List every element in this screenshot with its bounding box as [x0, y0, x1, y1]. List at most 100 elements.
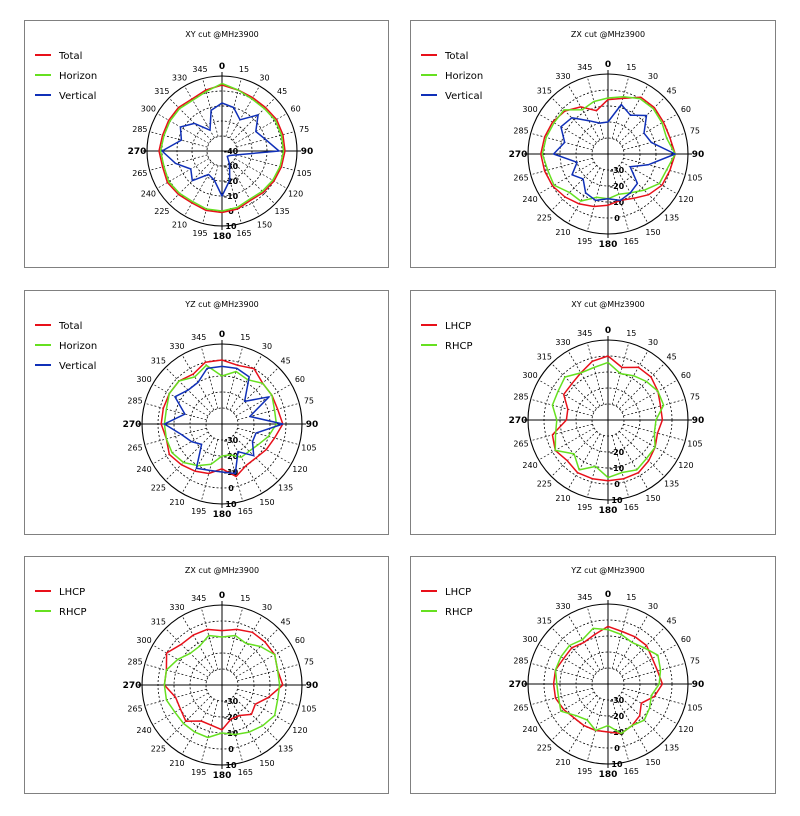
legend-label: LHCP: [445, 587, 471, 598]
angle-label: 15: [240, 594, 250, 603]
angle-label: 90: [306, 681, 319, 691]
grid-spoke: [623, 132, 686, 151]
grid-spoke: [615, 350, 649, 407]
grid-spoke: [156, 158, 210, 189]
angle-label: 195: [577, 503, 592, 512]
grid-spoke: [538, 691, 595, 725]
angle-label: 240: [522, 461, 537, 470]
grid-spoke: [165, 628, 211, 674]
chart-title: XY cut @MHz3900: [571, 300, 645, 309]
grid-spoke: [200, 346, 219, 409]
grid-spoke: [149, 131, 208, 148]
grid-spoke: [538, 161, 595, 195]
grid-spoke: [200, 700, 219, 763]
grid-spoke: [530, 662, 593, 681]
polar-chart-6: YZ cut @MHz3900 0 15 30 45 60 75 90 105 120 135 150…: [421, 566, 704, 780]
angle-label: 30: [648, 338, 658, 347]
legend-label: Horizon: [59, 71, 97, 82]
grid-spoke: [619, 431, 665, 477]
angle-label: 45: [667, 616, 677, 625]
grid-spoke: [530, 157, 593, 176]
radial-label: -40: [224, 147, 239, 156]
grid-spoke: [538, 113, 595, 147]
angle-label: 240: [136, 726, 151, 735]
angle-label: 300: [522, 105, 537, 114]
grid-spoke: [619, 97, 665, 143]
angle-label: 345: [577, 63, 592, 72]
legend-label: RHCP: [445, 341, 472, 352]
angle-label: 210: [555, 228, 570, 237]
grid-spoke: [233, 367, 279, 413]
angle-label: 75: [690, 657, 700, 666]
radial-label: -10: [224, 192, 239, 201]
angle-label: 270: [123, 681, 142, 691]
angle-label: 315: [151, 356, 166, 365]
angle-label: 15: [626, 593, 636, 602]
angle-label: 165: [624, 503, 639, 512]
polar-chart-panel-4: XY cut @MHz3900 0 15 30 45 60 75 90 105 120 135 150…: [410, 290, 776, 535]
grid-spoke: [615, 84, 649, 141]
angle-label: 60: [291, 105, 301, 114]
grid-spoke: [615, 167, 649, 224]
polar-chart-panel-3: YZ cut @MHz3900 0 15 30 45 60 75 90 105 120 135 150…: [24, 290, 389, 535]
angle-label: 150: [645, 758, 660, 767]
radial-label: 10: [225, 500, 237, 509]
angle-label: 90: [692, 150, 705, 160]
angle-label: 210: [169, 498, 184, 507]
grid-spoke: [538, 427, 595, 461]
angle-label: 75: [690, 393, 700, 402]
chart-title: XY cut @MHz3900: [185, 30, 259, 39]
angle-label: 165: [624, 237, 639, 246]
chart-title: ZX cut @MHz3900: [571, 30, 645, 39]
grid-spoke: [586, 76, 605, 139]
grid-spoke: [144, 427, 207, 446]
grid-spoke: [184, 163, 215, 217]
angle-label: 300: [522, 371, 537, 380]
angle-label: 120: [292, 465, 307, 474]
angle-label: 60: [681, 105, 691, 114]
angle-label: 285: [513, 127, 528, 136]
radial-label: -20: [224, 713, 239, 722]
series-line-rhcp: [163, 634, 281, 739]
angle-label: 45: [281, 617, 291, 626]
angle-label: 270: [123, 420, 142, 430]
series-line-vertical: [163, 365, 284, 475]
angle-label: 135: [664, 214, 679, 223]
grid-spoke: [144, 663, 207, 682]
grid-spoke: [202, 78, 219, 137]
grid-spoke: [202, 165, 219, 224]
polar-chart-panel-1: XY cut @MHz3900 0 15 30 45 60 75 90 105 120 135 150…: [24, 20, 389, 268]
angle-label: 105: [687, 439, 702, 448]
angle-label: 180: [599, 770, 618, 780]
angle-label: 75: [304, 658, 314, 667]
radial-label: -20: [610, 712, 625, 721]
angle-label: 225: [537, 744, 552, 753]
radial-label: 0: [614, 480, 620, 489]
series-line-vertical: [552, 103, 676, 202]
grid-spoke: [623, 662, 686, 681]
angle-label: 195: [577, 237, 592, 246]
grid-spoke: [530, 132, 593, 151]
angle-label: 90: [306, 420, 319, 430]
grid-spoke: [621, 427, 678, 461]
angle-label: 315: [537, 616, 552, 625]
angle-label: 285: [513, 657, 528, 666]
angle-label: 180: [213, 232, 232, 242]
angle-label: 165: [236, 229, 251, 238]
angle-label: 165: [238, 768, 253, 777]
grid-spoke: [586, 606, 605, 669]
angle-label: 165: [624, 767, 639, 776]
angle-label: 285: [513, 393, 528, 402]
angle-label: 240: [522, 725, 537, 734]
grid-spoke: [611, 435, 630, 498]
grid-spoke: [235, 644, 292, 678]
angle-label: 30: [259, 73, 269, 82]
angle-label: 240: [141, 190, 156, 199]
angle-label: 0: [605, 326, 611, 336]
radial-label: -30: [224, 162, 239, 171]
angle-label: 330: [169, 603, 184, 612]
grid-spoke: [236, 154, 295, 171]
grid-spoke: [530, 398, 593, 417]
angle-label: 330: [169, 342, 184, 351]
angle-label: 150: [645, 494, 660, 503]
